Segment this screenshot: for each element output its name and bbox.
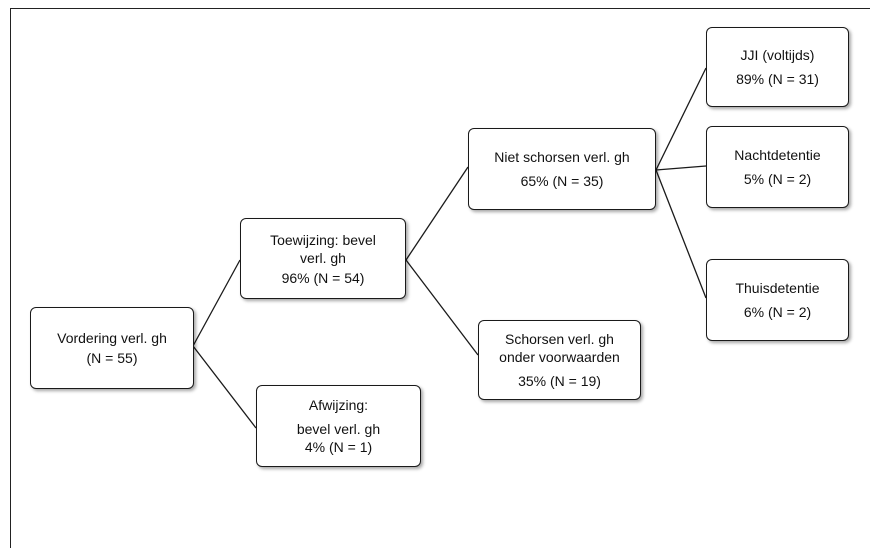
node-nachtdetentie-stat: 5% (N = 2)	[743, 171, 812, 187]
node-toewijzing-label-2: verl. gh	[300, 249, 346, 266]
node-afwijzing: Afwijzing: bevel verl. gh 4% (N = 1)	[256, 385, 421, 467]
node-nachtdetentie-label: Nachtdetentie	[734, 147, 821, 163]
node-vordering-stat: (N = 55)	[86, 350, 138, 366]
node-niet-schorsen-stat: 65% (N = 35)	[520, 173, 604, 189]
link-toewijzing-schorsen	[405, 259, 479, 356]
link-toewijzing-niet-schorsen	[405, 166, 469, 261]
node-jji: JJI (voltijds) 89% (N = 31)	[706, 27, 849, 107]
node-afwijzing-stat: 4% (N = 1)	[304, 439, 373, 455]
node-schorsen-label-1: Schorsen verl. gh	[505, 331, 614, 347]
node-schorsen-stat: 35% (N = 19)	[518, 373, 601, 389]
node-jji-stat: 89% (N = 31)	[736, 71, 819, 87]
link-vordering-afwijzing	[192, 345, 257, 429]
node-afwijzing-label-2: bevel verl. gh	[296, 421, 381, 437]
node-afwijzing-label-1: Afwijzing:	[308, 397, 369, 413]
node-jji-label: JJI (voltijds)	[740, 47, 815, 63]
node-vordering: Vordering verl. gh (N = 55)	[30, 307, 194, 389]
node-thuisdetentie: Thuisdetentie 6% (N = 2)	[706, 259, 849, 341]
node-niet-schorsen-label: Niet schorsen verl. gh	[494, 149, 630, 165]
node-schorsen: Schorsen verl. gh onder voorwaarden 35% …	[478, 320, 641, 400]
node-nachtdetentie: Nachtdetentie 5% (N = 2)	[706, 126, 849, 208]
node-toewijzing-stat: 96% (N = 54)	[281, 269, 365, 286]
node-vordering-label: Vordering verl. gh	[57, 330, 167, 346]
node-thuisdetentie-stat: 6% (N = 2)	[743, 304, 812, 320]
node-schorsen-label-2: onder voorwaarden	[499, 349, 620, 365]
link-niet-schorsen-jji	[655, 67, 707, 171]
node-niet-schorsen: Niet schorsen verl. gh 65% (N = 35)	[468, 128, 656, 210]
link-vordering-toewijzing	[192, 259, 241, 347]
link-niet-schorsen-nacht	[655, 165, 707, 171]
node-thuisdetentie-label: Thuisdetentie	[735, 280, 820, 296]
link-niet-schorsen-thuis	[655, 169, 707, 299]
node-toewijzing-label-1: Toewijzing: bevel	[270, 231, 376, 248]
node-toewijzing: Toewijzing: bevel verl. gh 96% (N = 54)	[240, 218, 406, 299]
diagram-frame	[10, 8, 870, 548]
